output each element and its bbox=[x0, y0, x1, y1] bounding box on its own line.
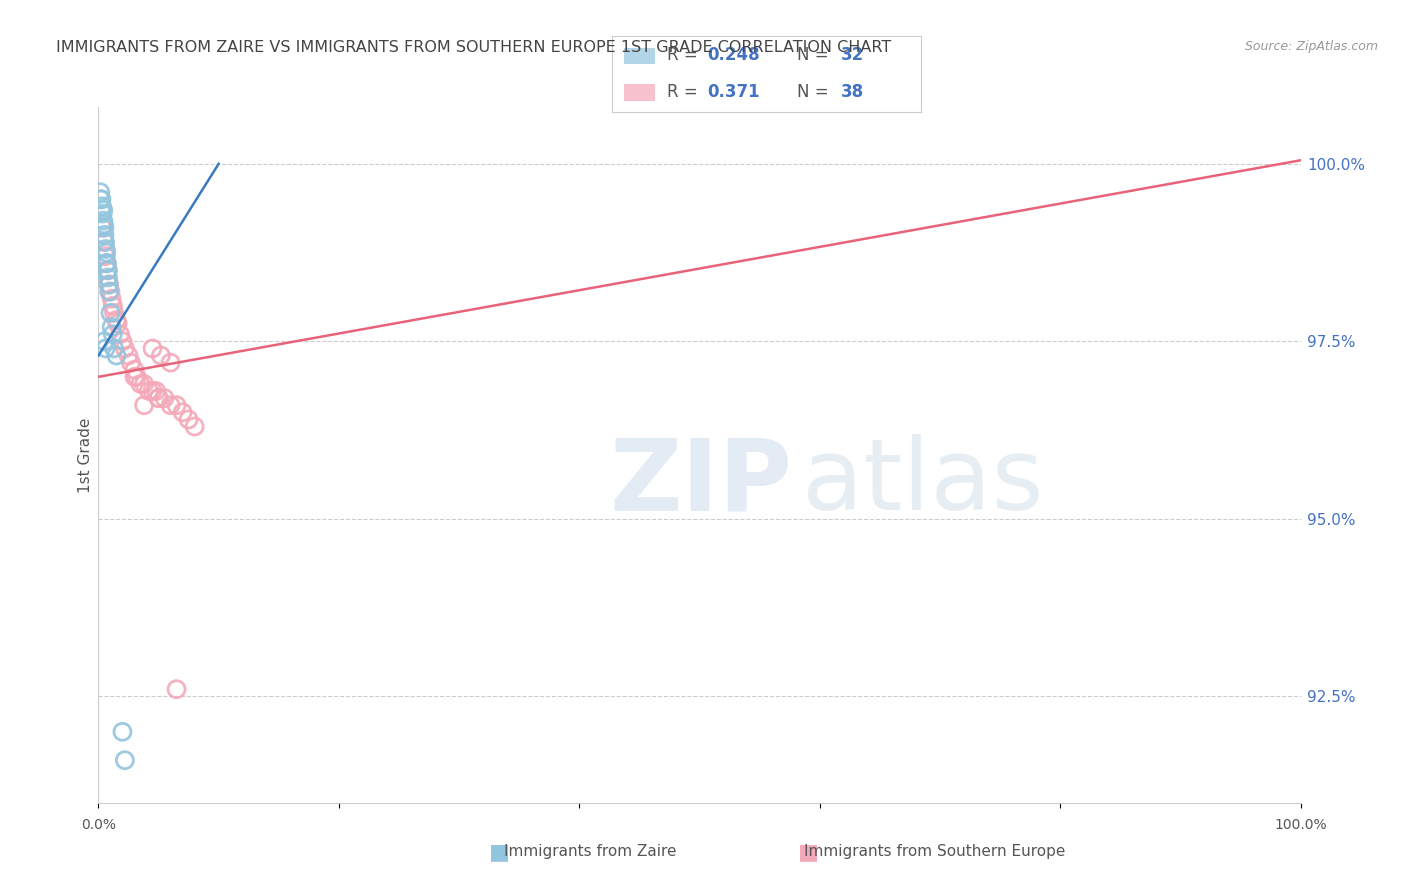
Point bbox=[93, 217, 115, 231]
Point bbox=[100, 320, 122, 334]
Point bbox=[96, 245, 118, 260]
Text: ZIP: ZIP bbox=[609, 434, 792, 532]
Point bbox=[96, 256, 118, 270]
Point bbox=[124, 369, 146, 384]
Point bbox=[166, 682, 188, 697]
Point bbox=[91, 206, 114, 220]
Point bbox=[90, 192, 112, 206]
Text: ■: ■ bbox=[489, 842, 509, 862]
Text: 100.0%: 100.0% bbox=[1274, 818, 1327, 832]
Point bbox=[96, 256, 118, 270]
Point bbox=[124, 362, 146, 376]
Point bbox=[166, 398, 188, 412]
Point bbox=[114, 753, 136, 767]
Point bbox=[111, 724, 134, 739]
Text: R =: R = bbox=[668, 46, 703, 64]
Point bbox=[96, 263, 118, 277]
Point bbox=[107, 317, 129, 331]
Point bbox=[159, 398, 181, 412]
Y-axis label: 1st Grade: 1st Grade bbox=[77, 417, 93, 492]
Point bbox=[100, 292, 122, 306]
Text: ■: ■ bbox=[799, 842, 818, 862]
Point bbox=[149, 349, 172, 363]
Point bbox=[177, 412, 200, 426]
Text: N =: N = bbox=[797, 46, 834, 64]
Point bbox=[129, 376, 152, 391]
Point bbox=[145, 384, 167, 398]
Point bbox=[94, 235, 117, 249]
Text: 0.248: 0.248 bbox=[707, 46, 761, 64]
Text: 32: 32 bbox=[841, 46, 863, 64]
Point bbox=[103, 342, 125, 356]
Text: N =: N = bbox=[797, 83, 834, 101]
Point bbox=[172, 405, 194, 419]
Point bbox=[138, 384, 160, 398]
Text: 0.371: 0.371 bbox=[707, 83, 761, 101]
Point bbox=[114, 342, 136, 356]
Point bbox=[94, 242, 117, 256]
Point bbox=[97, 277, 120, 292]
Point bbox=[111, 334, 134, 349]
Point bbox=[108, 327, 131, 342]
Point bbox=[96, 256, 118, 270]
Point bbox=[93, 227, 115, 242]
Text: R =: R = bbox=[668, 83, 703, 101]
Point bbox=[101, 299, 124, 313]
Point bbox=[94, 249, 117, 263]
Point bbox=[91, 199, 114, 213]
Point bbox=[120, 356, 142, 370]
Point bbox=[94, 342, 117, 356]
Point bbox=[97, 263, 120, 277]
Point bbox=[93, 334, 115, 349]
Point bbox=[159, 356, 181, 370]
Point bbox=[132, 376, 155, 391]
Point bbox=[148, 391, 170, 405]
Point bbox=[90, 192, 112, 206]
Point bbox=[153, 391, 176, 405]
Point bbox=[101, 327, 124, 342]
Point bbox=[98, 277, 121, 292]
FancyBboxPatch shape bbox=[624, 84, 655, 101]
Text: Source: ZipAtlas.com: Source: ZipAtlas.com bbox=[1244, 40, 1378, 54]
Point bbox=[93, 235, 115, 249]
FancyBboxPatch shape bbox=[624, 48, 655, 64]
Point bbox=[141, 384, 163, 398]
Point bbox=[148, 391, 170, 405]
Text: Immigrants from Zaire: Immigrants from Zaire bbox=[505, 845, 676, 859]
Point bbox=[103, 306, 125, 320]
Point bbox=[93, 220, 115, 235]
Text: Immigrants from Southern Europe: Immigrants from Southern Europe bbox=[804, 845, 1066, 859]
Point bbox=[183, 419, 205, 434]
Point bbox=[89, 186, 111, 200]
Point bbox=[141, 342, 163, 356]
Text: 0.0%: 0.0% bbox=[82, 818, 115, 832]
Point bbox=[105, 313, 128, 327]
Point bbox=[98, 285, 121, 299]
Point bbox=[97, 270, 120, 285]
Text: 38: 38 bbox=[841, 83, 863, 101]
Point bbox=[100, 306, 122, 320]
Point bbox=[117, 349, 139, 363]
Point bbox=[100, 285, 122, 299]
Text: atlas: atlas bbox=[801, 434, 1043, 532]
Point bbox=[91, 202, 114, 217]
Point bbox=[91, 213, 114, 227]
Point bbox=[132, 398, 155, 412]
Text: IMMIGRANTS FROM ZAIRE VS IMMIGRANTS FROM SOUTHERN EUROPE 1ST GRADE CORRELATION C: IMMIGRANTS FROM ZAIRE VS IMMIGRANTS FROM… bbox=[56, 40, 891, 55]
Point bbox=[105, 349, 128, 363]
Point bbox=[125, 369, 148, 384]
Point bbox=[91, 220, 114, 235]
